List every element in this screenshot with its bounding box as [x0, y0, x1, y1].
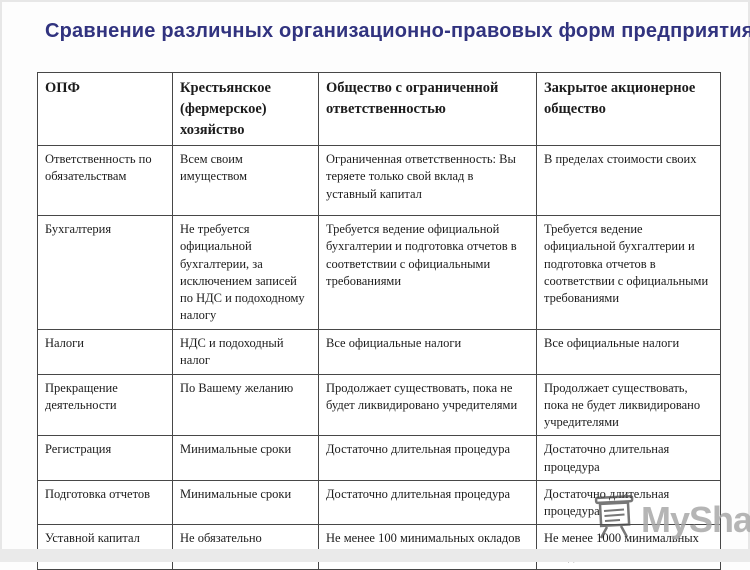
table-row-registration: Регистрация Минимальные сроки Достаточно…: [37, 435, 721, 481]
column-header-opf: ОПФ: [37, 71, 173, 147]
table-cell: Достаточно длительная процедура: [318, 435, 537, 481]
table-cell: Все официальные налоги: [536, 328, 721, 375]
table-row-taxes: Налоги НДС и подоходный налог Все официа…: [37, 328, 721, 375]
bottom-strip: [0, 549, 750, 562]
column-header-zao: Закрытое акционерное общество: [536, 71, 721, 147]
table-header-row: ОПФ Крестьянское (фермерское) хозяйство …: [37, 71, 721, 147]
table-row-capital: Уставной капитал Не обязательно Не менее…: [37, 524, 721, 570]
row-header-cell: Подготовка отчетов: [37, 479, 173, 526]
row-header-cell: Бухгалтерия: [37, 215, 173, 330]
row-header-cell: Уставной капитал: [37, 524, 173, 570]
table-cell: Достаточно длительная процедура: [318, 479, 537, 526]
table-cell: Минимальные сроки: [172, 479, 319, 526]
table-cell: Достаточно длительная процедура: [536, 479, 721, 526]
table-cell: НДС и подоходный налог: [172, 328, 319, 375]
table-cell: Достаточно длительная процедура: [536, 435, 721, 481]
table-cell: Не менее 100 минимальных окладов: [318, 524, 537, 570]
table-cell: По Вашему желанию: [172, 373, 319, 437]
table-cell: Все официальные налоги: [318, 328, 537, 375]
table-cell: В пределах стоимости своих: [536, 145, 721, 217]
row-header-cell: Прекращение деятельности: [37, 373, 173, 437]
table-cell: Всем своим имуществом: [172, 145, 319, 217]
row-header-cell: Налоги: [37, 328, 173, 375]
page-title: Сравнение различных организационно-право…: [45, 20, 750, 42]
table-cell: Не менее 1000 минимальных окладов: [536, 524, 721, 570]
table-cell: Продолжает существовать, пока не будет л…: [318, 373, 537, 437]
row-header-cell: Регистрация: [37, 435, 173, 481]
table-row-reports: Подготовка отчетов Минимальные сроки Дос…: [37, 479, 721, 526]
table-row-termination: Прекращение деятельности По Вашему желан…: [37, 373, 721, 437]
table-row-accounting: Бухгалтерия Не требуется официальной бух…: [37, 215, 721, 330]
column-header-farm: Крестьянское (фермерское) хозяйство: [172, 71, 319, 147]
table-cell: Минимальные сроки: [172, 435, 319, 481]
table-cell: Не требуется официальной бухгалтерии, за…: [172, 215, 319, 330]
column-header-ooo: Общество с ограниченной ответственностью: [318, 71, 537, 147]
table-row-liability: Ответственность по обязательствам Всем с…: [37, 145, 721, 217]
row-header-cell: Ответственность по обязательствам: [37, 145, 173, 217]
table-cell: Ограниченная ответственность: Вы теряете…: [318, 145, 537, 217]
table-cell: Требуется ведение официальной бухгалтери…: [536, 215, 721, 330]
table-cell: Не обязательно: [172, 524, 319, 570]
comparison-table: ОПФ Крестьянское (фермерское) хозяйство …: [37, 71, 721, 570]
table-cell: Продолжает существовать, пока не будет л…: [536, 373, 721, 437]
table-cell: Требуется ведение официальной бухгалтери…: [318, 215, 537, 330]
